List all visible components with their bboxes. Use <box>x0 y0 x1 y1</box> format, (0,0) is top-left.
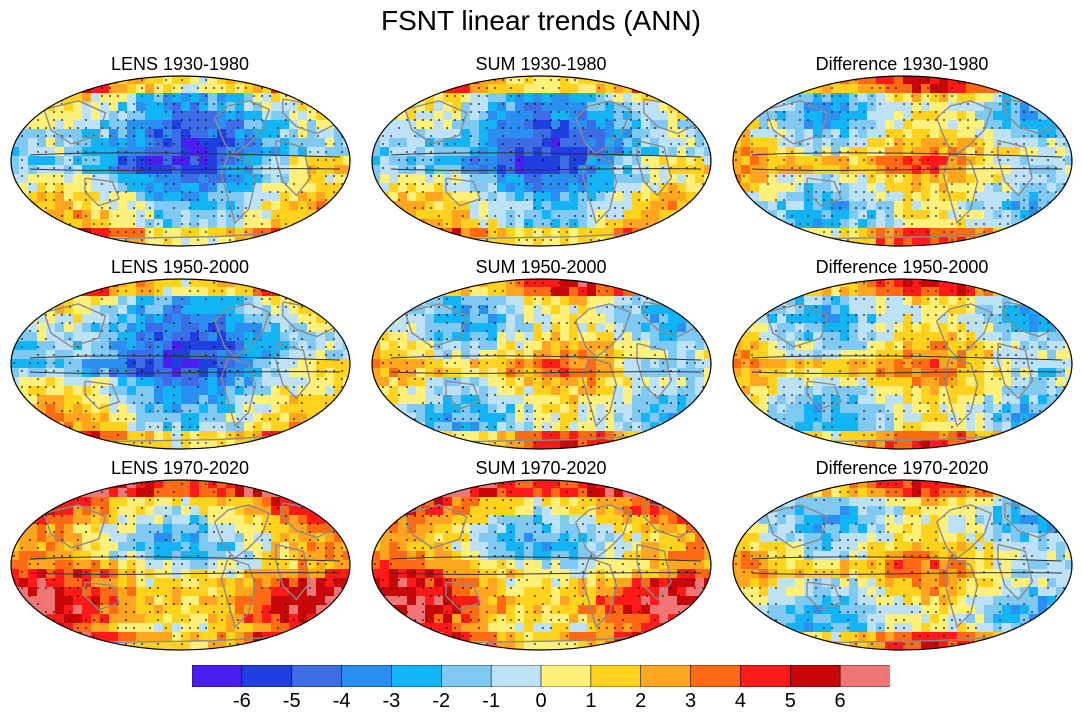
colorbar-bin-2 <box>291 665 343 687</box>
panel-title-lens-1930: LENS 1930-1980 <box>110 54 250 74</box>
colorbar-bin-10 <box>690 665 742 687</box>
colorbar-tick-label: -6 <box>232 690 251 712</box>
colorbar-bin-4 <box>391 665 443 687</box>
panel-title-diff-1950: Difference 1950-2000 <box>815 257 989 277</box>
map-panel-lens-1950 <box>10 278 351 450</box>
panel-title-lens-1950: LENS 1950-2000 <box>110 257 250 277</box>
colorbar-tick-label: -5 <box>282 690 301 712</box>
colorbar-tick-label: 2 <box>635 690 647 712</box>
panel-title-sum-1950: SUM 1950-2000 <box>475 257 607 277</box>
colorbar-tick-label: 0 <box>535 690 547 712</box>
colorbar-bin-6 <box>490 665 542 687</box>
panel-title-diff-1930: Difference 1930-1980 <box>815 54 989 74</box>
colorbar-bin-1 <box>241 665 293 687</box>
colorbar-bin-7 <box>540 665 592 687</box>
panel-title-diff-1970: Difference 1970-2020 <box>815 458 989 478</box>
panel-title-lens-1970: LENS 1970-2020 <box>110 458 250 478</box>
map-panel-sum-1950 <box>371 278 712 450</box>
colorbar-bin-13 <box>839 665 890 687</box>
colorbar-tick-label: -4 <box>332 690 351 712</box>
colorbar-tick-label: 4 <box>734 690 746 712</box>
panel-title-sum-1970: SUM 1970-2020 <box>475 458 607 478</box>
colorbar-tick-label: -1 <box>482 690 500 712</box>
colorbar-bin-3 <box>341 665 393 687</box>
colorbar-bin-12 <box>789 665 841 687</box>
colorbar-bin-8 <box>590 665 642 687</box>
panel-title-sum-1930: SUM 1930-1980 <box>475 54 607 74</box>
colorbar <box>192 665 890 687</box>
colorbar-tick-label: -3 <box>382 690 401 712</box>
map-panel-lens-1930 <box>10 75 351 247</box>
map-panel-diff-1930 <box>732 75 1073 247</box>
colorbar-bin-9 <box>640 665 692 687</box>
colorbar-tick-label: 3 <box>685 690 697 712</box>
colorbar-bin-11 <box>740 665 792 687</box>
map-panel-diff-1970 <box>732 479 1073 651</box>
map-panel-lens-1970 <box>10 479 351 651</box>
colorbar-bin-0 <box>192 665 243 687</box>
colorbar-bin-5 <box>440 665 492 687</box>
colorbar-tick-label: 5 <box>784 690 796 712</box>
colorbar-tick-label: 6 <box>834 690 846 712</box>
map-panel-sum-1930 <box>371 75 712 247</box>
figure-title: FSNT linear trends (ANN) <box>380 5 701 36</box>
map-panel-diff-1950 <box>732 278 1073 450</box>
map-panel-sum-1970 <box>371 479 712 651</box>
colorbar-tick-label: 1 <box>585 690 597 712</box>
colorbar-tick-label: -2 <box>432 690 451 712</box>
